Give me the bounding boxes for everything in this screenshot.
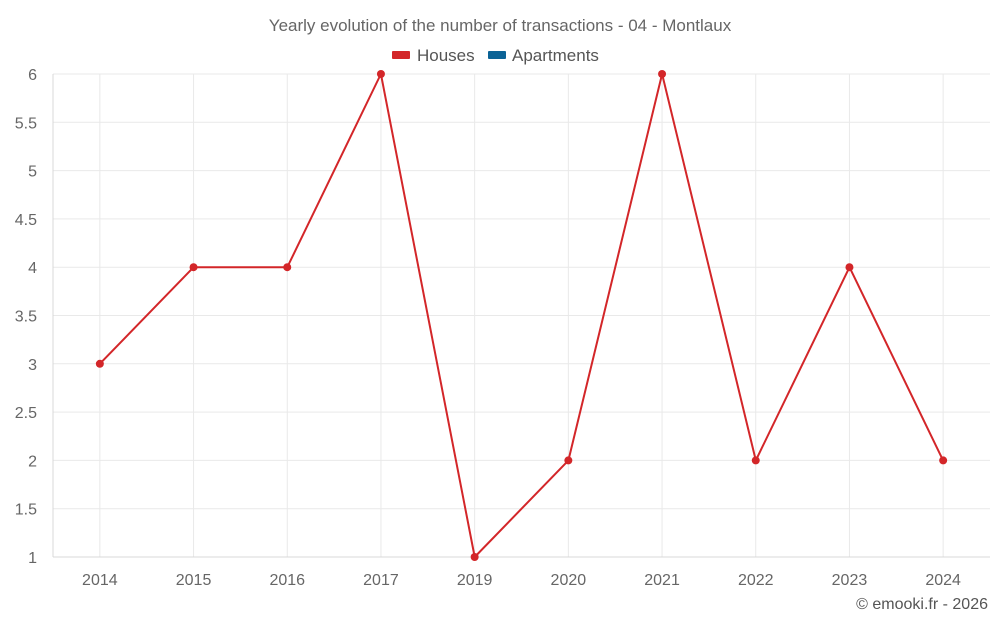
legend-label-apartments: Apartments	[512, 46, 599, 65]
legend-item-apartments[interactable]: Apartments	[488, 46, 599, 65]
y-axis-ticks: 1 1.5 2 2.5 3 3.5 4 4.5 5 5.5 6	[15, 67, 37, 567]
data-point-houses[interactable]	[95, 359, 104, 368]
series-line-houses	[99, 73, 944, 558]
y-tick-label: 6	[28, 67, 37, 84]
y-tick-label: 1	[28, 550, 37, 567]
y-tick-label: 5.5	[15, 115, 37, 132]
data-point-houses[interactable]	[658, 70, 667, 78]
y-tick-label: 1.5	[15, 502, 37, 519]
data-point-houses[interactable]	[283, 263, 292, 272]
chart-title: Yearly evolution of the number of transa…	[269, 16, 732, 35]
x-tick-label: 2023	[832, 572, 868, 589]
data-point-houses[interactable]	[470, 553, 479, 561]
legend-swatch-houses	[392, 51, 410, 59]
x-tick-label: 2024	[925, 572, 961, 589]
y-tick-label: 5	[28, 164, 37, 181]
y-tick-label: 2.5	[15, 405, 37, 422]
axes	[52, 74, 990, 558]
x-tick-label: 2022	[738, 572, 774, 589]
credit-text: © emooki.fr - 2026	[856, 596, 988, 613]
x-axis-ticks: 2014 2015 2016 2017 2019 2020 2021 2022 2023 2024	[82, 572, 961, 589]
y-tick-label: 3.5	[15, 309, 37, 326]
x-tick-label: 2014	[82, 572, 118, 589]
legend: Houses Apartments	[392, 46, 599, 65]
data-point-houses[interactable]	[189, 263, 198, 272]
series	[95, 70, 948, 561]
x-tick-label: 2019	[457, 572, 493, 589]
y-tick-label: 2	[28, 453, 37, 470]
grid	[53, 73, 990, 557]
data-point-houses[interactable]	[845, 263, 854, 272]
legend-item-houses[interactable]: Houses	[392, 46, 475, 65]
x-tick-label: 2020	[551, 572, 587, 589]
legend-label-houses: Houses	[417, 46, 475, 65]
data-point-houses[interactable]	[939, 456, 948, 465]
y-tick-label: 4	[28, 260, 37, 277]
data-point-houses[interactable]	[751, 456, 760, 465]
x-tick-label: 2021	[644, 572, 680, 589]
y-tick-label: 4.5	[15, 212, 37, 229]
x-tick-label: 2017	[363, 572, 399, 589]
legend-swatch-apartments	[488, 51, 506, 59]
x-tick-label: 2016	[269, 572, 305, 589]
data-point-houses[interactable]	[376, 70, 385, 78]
data-point-houses[interactable]	[564, 456, 573, 465]
y-tick-label: 3	[28, 357, 37, 374]
x-tick-label: 2015	[176, 572, 212, 589]
